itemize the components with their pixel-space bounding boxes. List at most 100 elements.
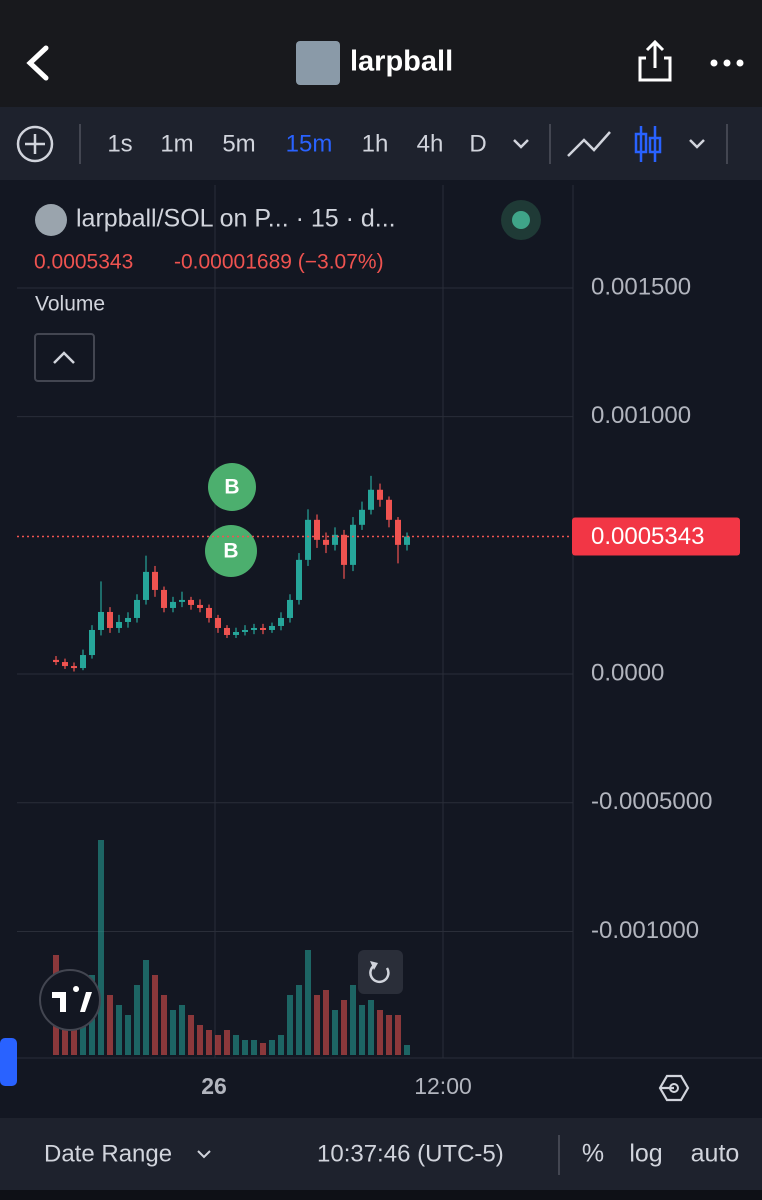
x-tick-label: 12:00	[414, 1073, 472, 1099]
volume-bar	[359, 1005, 365, 1055]
volume-bar	[287, 995, 293, 1055]
tradingview-logo[interactable]	[39, 969, 101, 1031]
timeframe-button[interactable]: D	[469, 130, 486, 157]
pair-icon	[35, 204, 67, 236]
candle-body	[161, 589, 167, 608]
volume-bar	[314, 995, 320, 1055]
volume-bar	[161, 995, 167, 1055]
candle-body	[350, 524, 356, 565]
volume-bar	[134, 985, 140, 1055]
candle-body	[206, 607, 212, 618]
candle-body	[395, 519, 401, 545]
volume-bar	[188, 1015, 194, 1055]
volume-bar	[395, 1015, 401, 1055]
x-tick-label: 26	[201, 1073, 227, 1099]
volume-bar	[233, 1035, 239, 1055]
y-tick-label: 0.0000	[591, 659, 664, 686]
candle-body	[53, 659, 59, 663]
candle-chart-button[interactable]	[634, 126, 662, 162]
timeframe-dropdown[interactable]	[513, 139, 529, 149]
back-button[interactable]	[26, 45, 49, 81]
volume-bar	[62, 1015, 68, 1055]
status-dot	[512, 211, 530, 229]
more-button[interactable]	[710, 59, 744, 67]
volume-bar	[305, 950, 311, 1055]
volume-bar	[350, 985, 356, 1055]
marker-label: B	[223, 540, 238, 563]
timeframe-button[interactable]: 15m	[286, 130, 333, 157]
volume-bar	[71, 1025, 77, 1055]
line-chart-button[interactable]	[567, 131, 611, 157]
y-tick-label: 0.001500	[591, 273, 691, 300]
candle-body	[251, 627, 257, 630]
candle-body	[323, 539, 329, 545]
token-avatar	[296, 41, 340, 85]
volume-bar	[215, 1035, 221, 1055]
timeframe-button[interactable]: 1s	[107, 130, 132, 157]
timeframe-button[interactable]: 1h	[362, 130, 389, 157]
volume-bar	[98, 840, 104, 1055]
chart-type-dropdown[interactable]	[689, 139, 705, 149]
marker: B	[205, 525, 257, 577]
percent-button[interactable]: %	[582, 1140, 604, 1168]
candle-body	[215, 617, 221, 628]
share-button[interactable]	[638, 39, 672, 82]
volume-bar	[269, 1040, 275, 1055]
side-tab[interactable]	[0, 1038, 17, 1086]
clock: 10:37:46 (UTC-5)	[317, 1140, 504, 1167]
candle-body	[107, 611, 113, 628]
candle-body	[224, 627, 230, 635]
volume-label: Volume	[35, 293, 105, 316]
footer-edge	[0, 1190, 762, 1200]
candle-body	[296, 559, 302, 600]
marker-label: B	[224, 476, 239, 499]
volume-bar	[179, 1005, 185, 1055]
candle-body	[179, 599, 185, 602]
candle-body	[143, 571, 149, 600]
footer-bar	[0, 1118, 762, 1190]
header-bar	[0, 0, 762, 107]
volume-bar	[368, 1000, 374, 1055]
timeframes: 1s 1m 5m 15m 1h 4h D	[107, 130, 486, 157]
candle-body	[404, 536, 410, 545]
candle-body	[134, 599, 140, 618]
legend-title: larpball/SOL on P... · 15 · d...	[76, 205, 396, 233]
ohlc-close: 0.0005343	[34, 251, 133, 274]
volume-bar	[152, 975, 158, 1055]
grid	[17, 287, 573, 932]
volume-bar	[143, 960, 149, 1055]
log-button[interactable]: log	[629, 1140, 662, 1168]
volume-bar	[224, 1030, 230, 1055]
candle-body	[287, 599, 293, 618]
volume-bar	[197, 1025, 203, 1055]
candle-body	[152, 571, 158, 590]
candle-body	[260, 627, 266, 630]
y-tick-label: -0.0005000	[591, 788, 712, 815]
timeframe-button[interactable]: 4h	[417, 130, 444, 157]
volume-bar	[323, 990, 329, 1055]
candle-body	[188, 599, 194, 605]
timeframe-button[interactable]: 1m	[160, 130, 193, 157]
collapse-button[interactable]	[34, 333, 95, 382]
candle-body	[62, 662, 68, 667]
y-tick-label: 0.001000	[591, 402, 691, 429]
volume-bar	[125, 1015, 131, 1055]
volume-bar	[404, 1045, 410, 1055]
settings-button[interactable]	[658, 1074, 690, 1102]
auto-button[interactable]: auto	[691, 1140, 740, 1168]
candle-body	[305, 519, 311, 560]
volume-bar	[377, 1010, 383, 1055]
candle-body	[314, 519, 320, 540]
volume-bar	[386, 1015, 392, 1055]
timeframe-button[interactable]: 5m	[222, 130, 255, 157]
reset-button[interactable]	[358, 950, 403, 994]
add-button[interactable]	[16, 125, 54, 163]
date-range-button[interactable]: Date Range	[44, 1140, 172, 1167]
date-range-icon	[197, 1150, 211, 1159]
candle-body	[71, 666, 77, 669]
last-price-box	[572, 517, 740, 556]
candle-body	[116, 621, 122, 628]
candle-body	[341, 534, 347, 565]
